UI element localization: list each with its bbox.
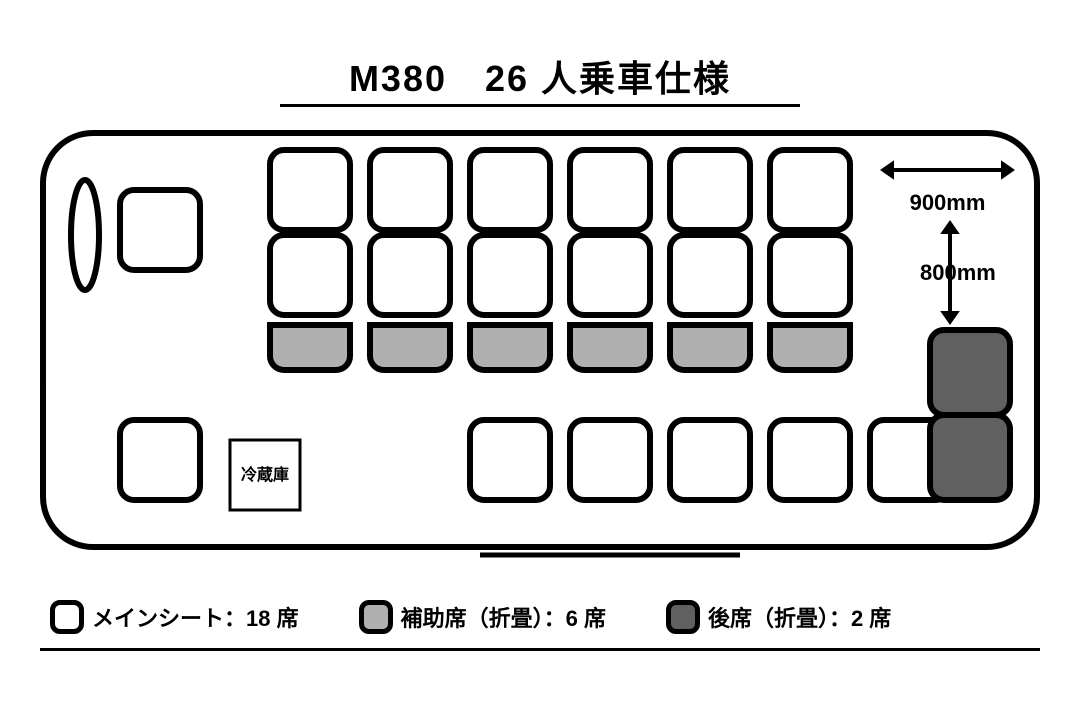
legend: メインシート：18 席 補助席（折畳）：6 席 後席（折畳）：2 席 <box>50 600 1030 634</box>
legend-label-rear: 後席（折畳）：2 席 <box>708 601 891 633</box>
page: M380 26 人乗車仕様 冷蔵庫 900mm 800mm メインシート：18 席 … <box>0 0 1080 720</box>
svg-text:900mm: 900mm <box>910 190 986 215</box>
legend-swatch-rear <box>666 600 700 634</box>
svg-text:800mm: 800mm <box>920 260 996 285</box>
legend-item-aux: 補助席（折畳）：6 席 <box>359 600 606 634</box>
legend-label-main: メインシート：18 席 <box>92 601 299 633</box>
svg-text:冷蔵庫: 冷蔵庫 <box>241 465 289 484</box>
legend-item-rear: 後席（折畳）：2 席 <box>666 600 891 634</box>
diagram-title: M380 26 人乗車仕様 <box>0 50 1080 102</box>
title-underline <box>280 104 800 107</box>
legend-label-aux: 補助席（折畳）：6 席 <box>401 601 606 633</box>
bottom-divider <box>40 648 1040 651</box>
legend-swatch-aux <box>359 600 393 634</box>
legend-swatch-main <box>50 600 84 634</box>
legend-item-main: メインシート：18 席 <box>50 600 299 634</box>
bus-layout-svg: 冷蔵庫 900mm 800mm <box>40 130 1040 570</box>
